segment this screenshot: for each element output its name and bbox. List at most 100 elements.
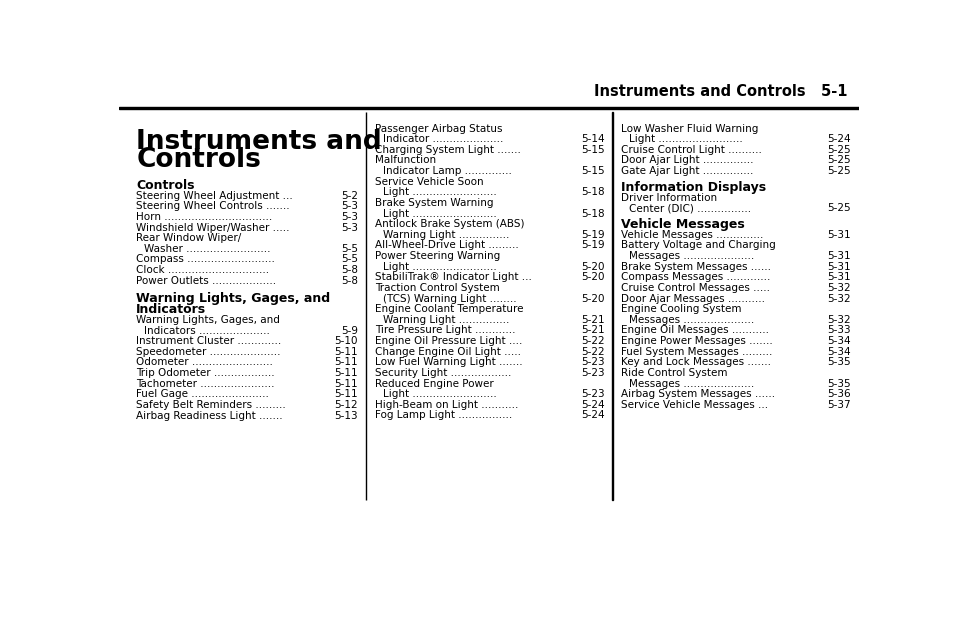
Text: Antilock Brake System (ABS): Antilock Brake System (ABS) xyxy=(375,219,524,229)
Text: Tachometer ......................: Tachometer ...................... xyxy=(136,379,274,389)
Text: Light .........................: Light ......................... xyxy=(382,209,496,219)
Text: 5-34: 5-34 xyxy=(826,336,850,346)
Text: Horn ................................: Horn ................................ xyxy=(136,212,273,222)
Text: 5-9: 5-9 xyxy=(340,325,357,336)
Text: Trip Odometer ..................: Trip Odometer .................. xyxy=(136,368,274,378)
Text: Rear Window Wiper/: Rear Window Wiper/ xyxy=(136,233,241,243)
Text: 5-31: 5-31 xyxy=(826,262,850,272)
Text: 5-21: 5-21 xyxy=(580,315,604,325)
Text: Steering Wheel Adjustment ...: Steering Wheel Adjustment ... xyxy=(136,191,293,201)
Text: Indicator Lamp ..............: Indicator Lamp .............. xyxy=(382,166,511,176)
Text: 5-15: 5-15 xyxy=(580,166,604,176)
Text: Messages .....................: Messages ..................... xyxy=(629,378,754,389)
Text: Warning Lights, Gages, and: Warning Lights, Gages, and xyxy=(136,315,280,325)
Text: Messages .....................: Messages ..................... xyxy=(629,251,754,261)
Text: Change Engine Oil Light .....: Change Engine Oil Light ..... xyxy=(375,346,520,357)
Text: 5-31: 5-31 xyxy=(826,230,850,240)
Text: 5-25: 5-25 xyxy=(826,166,850,176)
Text: 5-25: 5-25 xyxy=(826,156,850,165)
Text: Brake System Warning: Brake System Warning xyxy=(375,198,493,208)
Text: Clock ..............................: Clock .............................. xyxy=(136,265,269,275)
Text: 5-22: 5-22 xyxy=(580,346,604,357)
Text: 5-25: 5-25 xyxy=(826,145,850,155)
Text: Light .........................: Light ......................... xyxy=(382,188,496,197)
Text: Passenger Airbag Status: Passenger Airbag Status xyxy=(375,124,502,133)
Text: Battery Voltage and Charging: Battery Voltage and Charging xyxy=(620,241,776,251)
Text: Windshield Wiper/Washer .....: Windshield Wiper/Washer ..... xyxy=(136,223,290,232)
Text: Washer .........................: Washer ......................... xyxy=(144,244,271,254)
Text: 5-3: 5-3 xyxy=(340,223,357,232)
Text: Power Steering Warning: Power Steering Warning xyxy=(375,251,499,261)
Text: 5-23: 5-23 xyxy=(580,357,604,367)
Text: Engine Oil Messages ...........: Engine Oil Messages ........... xyxy=(620,325,769,336)
Text: 5-37: 5-37 xyxy=(826,400,850,410)
Text: 5-11: 5-11 xyxy=(334,389,357,399)
Text: 5-20: 5-20 xyxy=(580,293,604,304)
Text: Door Ajar Light ...............: Door Ajar Light ............... xyxy=(620,156,753,165)
Text: Safety Belt Reminders .........: Safety Belt Reminders ......... xyxy=(136,400,286,410)
Text: Center (DIC) ................: Center (DIC) ................ xyxy=(629,204,751,213)
Text: Information Displays: Information Displays xyxy=(620,181,766,194)
Text: Malfunction: Malfunction xyxy=(375,156,436,165)
Text: 5-18: 5-18 xyxy=(580,188,604,197)
Text: 5-36: 5-36 xyxy=(826,389,850,399)
Text: Brake System Messages ......: Brake System Messages ...... xyxy=(620,262,771,272)
Text: Gate Ajar Light ...............: Gate Ajar Light ............... xyxy=(620,166,753,176)
Text: 5-19: 5-19 xyxy=(580,241,604,251)
Text: 5-32: 5-32 xyxy=(826,315,850,325)
Text: Driver Information: Driver Information xyxy=(620,193,717,203)
Text: Warning Lights, Gages, and: Warning Lights, Gages, and xyxy=(136,292,330,304)
Text: Fog Lamp Light ................: Fog Lamp Light ................ xyxy=(375,410,512,420)
Text: Instruments and: Instruments and xyxy=(136,129,381,155)
Text: Traction Control System: Traction Control System xyxy=(375,283,499,293)
Text: Service Vehicle Soon: Service Vehicle Soon xyxy=(375,177,483,187)
Text: Tire Pressure Light ............: Tire Pressure Light ............ xyxy=(375,325,515,336)
Text: 5-35: 5-35 xyxy=(826,378,850,389)
Text: Speedometer .....................: Speedometer ..................... xyxy=(136,347,280,357)
Text: Cruise Control Messages .....: Cruise Control Messages ..... xyxy=(620,283,770,293)
Text: 5-31: 5-31 xyxy=(826,272,850,282)
Text: Cruise Control Light ..........: Cruise Control Light .......... xyxy=(620,145,761,155)
Text: Light .........................: Light ......................... xyxy=(629,134,742,144)
Text: Engine Power Messages .......: Engine Power Messages ....... xyxy=(620,336,772,346)
Text: Controls: Controls xyxy=(136,147,261,174)
Text: 5-18: 5-18 xyxy=(580,209,604,219)
Text: Instrument Cluster .............: Instrument Cluster ............. xyxy=(136,336,281,346)
Text: 5-20: 5-20 xyxy=(580,262,604,272)
Text: Odometer ........................: Odometer ........................ xyxy=(136,357,273,367)
Text: Engine Cooling System: Engine Cooling System xyxy=(620,304,741,314)
Text: Compass ..........................: Compass .......................... xyxy=(136,255,274,264)
Text: 5-33: 5-33 xyxy=(826,325,850,336)
Text: 5-24: 5-24 xyxy=(826,134,850,144)
Text: Fuel Gage .......................: Fuel Gage ....................... xyxy=(136,389,269,399)
Text: 5-21: 5-21 xyxy=(580,325,604,336)
Text: StabiliTrak® Indicator Light ...: StabiliTrak® Indicator Light ... xyxy=(375,272,532,282)
Text: 5-2: 5-2 xyxy=(340,191,357,201)
Text: 5-31: 5-31 xyxy=(826,251,850,261)
Text: Fuel System Messages .........: Fuel System Messages ......... xyxy=(620,346,772,357)
Text: Charging System Light .......: Charging System Light ....... xyxy=(375,145,520,155)
Text: 5-32: 5-32 xyxy=(826,283,850,293)
Text: Messages .....................: Messages ..................... xyxy=(629,315,754,325)
Text: Airbag System Messages ......: Airbag System Messages ...... xyxy=(620,389,775,399)
Text: Airbag Readiness Light .......: Airbag Readiness Light ....... xyxy=(136,411,283,420)
Text: Indicators: Indicators xyxy=(136,303,206,316)
Text: Instruments and Controls   5-1: Instruments and Controls 5-1 xyxy=(594,84,847,99)
Text: 5-15: 5-15 xyxy=(580,145,604,155)
Text: 5-11: 5-11 xyxy=(334,357,357,367)
Text: 5-25: 5-25 xyxy=(826,204,850,213)
Text: Steering Wheel Controls .......: Steering Wheel Controls ....... xyxy=(136,201,290,211)
Text: Ride Control System: Ride Control System xyxy=(620,368,727,378)
Text: High-Beam on Light ...........: High-Beam on Light ........... xyxy=(375,400,517,410)
Text: 5-14: 5-14 xyxy=(580,134,604,144)
Text: Light .........................: Light ......................... xyxy=(382,389,496,399)
Text: 5-11: 5-11 xyxy=(334,379,357,389)
Bar xyxy=(119,107,858,109)
Text: 5-23: 5-23 xyxy=(580,389,604,399)
Text: Engine Oil Pressure Light ....: Engine Oil Pressure Light .... xyxy=(375,336,522,346)
Text: 5-10: 5-10 xyxy=(335,336,357,346)
Text: Reduced Engine Power: Reduced Engine Power xyxy=(375,378,494,389)
Text: 5-3: 5-3 xyxy=(340,201,357,211)
Text: 5-20: 5-20 xyxy=(580,272,604,282)
Text: Security Light ..................: Security Light .................. xyxy=(375,368,511,378)
